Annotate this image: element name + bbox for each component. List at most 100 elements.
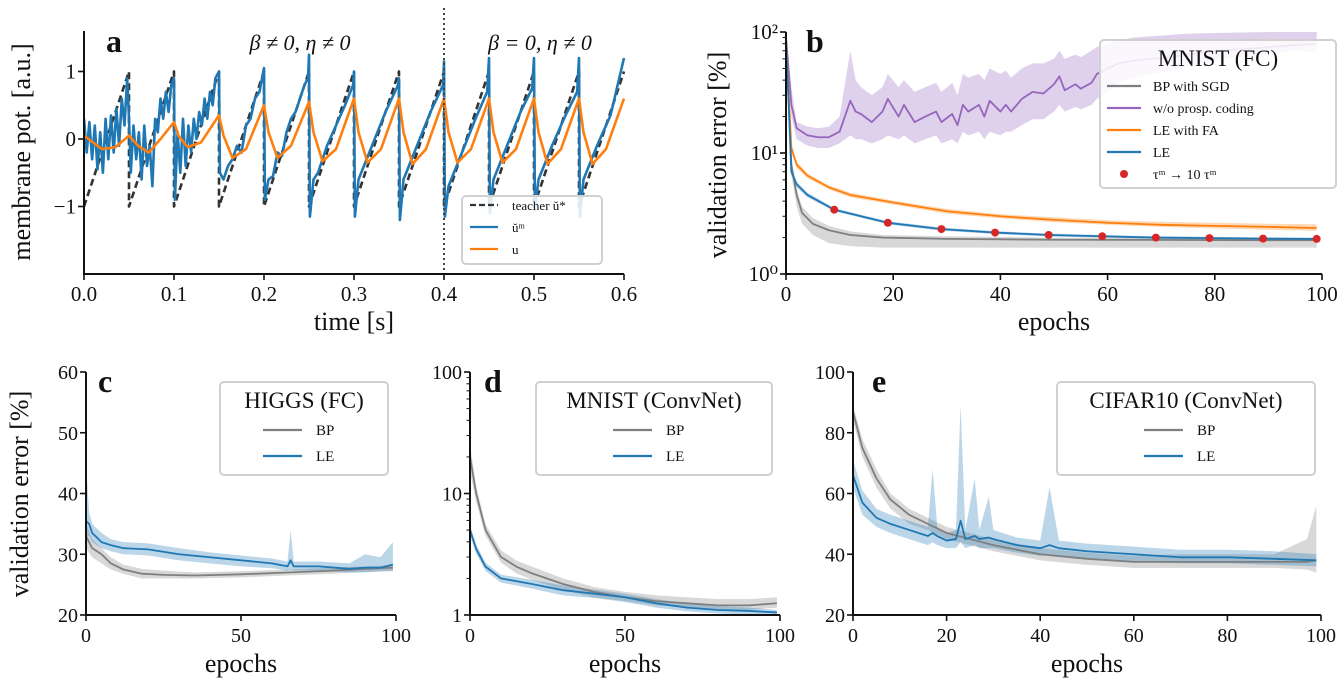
y-tick-label: 10⁰ xyxy=(749,262,778,286)
y-tick-label: 1 xyxy=(452,605,462,627)
legend-entry: BP xyxy=(666,423,684,439)
x-tick-label: 80 xyxy=(1217,625,1237,647)
panel-a: 0.0 0.1 0.2 0.3 0.4 0.5 0.6 1 0 −1 time [s] membran… xyxy=(7,8,637,336)
legend-title: HIGGS (FC) xyxy=(244,388,363,413)
band-e-series-1 xyxy=(853,405,1317,567)
legend-b: MNIST (FC) BP with SGD w/o prosp. coding LE… xyxy=(1099,39,1337,189)
x-tick-label: 100 xyxy=(1306,282,1338,306)
x-tick-label: 0 xyxy=(465,625,475,647)
legend-entry: ŭᵐ xyxy=(512,220,526,235)
legend-d: MNIST (ConvNet) BP LE xyxy=(535,381,773,476)
legend-entry: BP xyxy=(316,423,334,439)
x-tick-label: 40 xyxy=(990,282,1011,306)
legend-box xyxy=(461,195,603,265)
x-tick-label: 0.6 xyxy=(611,282,637,306)
marker-b-point-2 xyxy=(937,225,946,234)
legend-box xyxy=(1056,381,1316,476)
x-axis-label: epochs xyxy=(1018,307,1090,336)
annotation: β ≠ 0, η ≠ 0 xyxy=(248,30,350,55)
panel-b: 0 20 40 60 80 100 10⁰ 10¹ 10² epochs validation er… xyxy=(703,20,1338,336)
line-c-series-1 xyxy=(86,520,394,570)
legend-entry: u xyxy=(512,242,519,257)
x-tick-label: 20 xyxy=(883,282,904,306)
legend-entry: LE with FA xyxy=(1153,124,1220,139)
y-tick-label: 10 xyxy=(442,484,462,506)
panel-letter: a xyxy=(106,23,122,59)
x-tick-label: 20 xyxy=(937,625,957,647)
x-tick-label: 0.3 xyxy=(341,282,367,306)
marker-b-point-3 xyxy=(991,228,1000,237)
x-tick-label: 40 xyxy=(1030,625,1050,647)
x-axis-label: time [s] xyxy=(314,307,394,336)
y-axis-label: validation error [%] xyxy=(703,52,732,258)
y-axis-label: membrane pot. [a.u.] xyxy=(7,43,36,260)
legend-entry: teacher ŭ* xyxy=(512,198,566,213)
line-d-series-0 xyxy=(470,456,777,607)
y-tick-label: 20 xyxy=(58,605,78,627)
legend-entry: BP with SGD xyxy=(1153,80,1230,95)
panel-d: 0 50 100 1 10 100 epochs d MNIST (ConvNet) BP LE xyxy=(432,362,795,678)
legend-e: CIFAR10 (ConvNet) BP LE xyxy=(1056,381,1316,476)
y-axis-label: validation error [%] xyxy=(5,391,34,597)
y-tick-label: 60 xyxy=(58,362,78,384)
x-tick-label: 60 xyxy=(1124,625,1144,647)
y-tick-label: 100 xyxy=(432,362,462,384)
plot-area-e xyxy=(853,405,1317,573)
legend-marker xyxy=(1120,170,1128,178)
x-tick-label: 80 xyxy=(1204,282,1225,306)
x-tick-label: 50 xyxy=(231,625,251,647)
x-tick-label: 0.0 xyxy=(71,282,97,306)
y-tick-label: 50 xyxy=(58,423,78,445)
y-tick-label: 0 xyxy=(66,127,77,151)
marker-b-point-5 xyxy=(1098,232,1107,241)
x-tick-label: 100 xyxy=(765,625,795,647)
legend-entry: τᵐ → 10 τᵐ xyxy=(1153,168,1217,183)
marker-b-point-8 xyxy=(1259,234,1268,243)
x-tick-label: 0.4 xyxy=(431,282,458,306)
marker-b-point-4 xyxy=(1044,231,1053,240)
y-tick-label: 30 xyxy=(58,544,78,566)
legend-entry: LE xyxy=(1153,146,1170,161)
panel-letter: c xyxy=(98,363,112,399)
legend-box xyxy=(1099,39,1337,189)
annotation: β = 0, η ≠ 0 xyxy=(487,30,592,55)
x-tick-label: 100 xyxy=(381,625,411,647)
y-tick-label: 10¹ xyxy=(751,141,778,165)
marker-b-point-1 xyxy=(883,218,892,227)
marker-b-point-9 xyxy=(1312,234,1321,243)
line-e-series-0 xyxy=(853,411,1317,563)
band-e-series-0 xyxy=(853,405,1317,573)
legend-a: teacher ŭ* ŭᵐ u xyxy=(461,195,603,265)
legend-entry: LE xyxy=(316,449,334,465)
plot-area-d xyxy=(470,445,777,615)
x-tick-label: 0 xyxy=(848,625,858,647)
plot-area-a xyxy=(84,53,626,222)
legend-entry: BP xyxy=(1197,423,1215,439)
legend-box xyxy=(219,381,389,476)
panel-c: 0 50 100 20 30 40 50 60 epochs validation error [… xyxy=(5,362,411,678)
y-tick-label: 60 xyxy=(825,484,845,506)
marker-b-point-0 xyxy=(830,205,839,214)
legend-title: MNIST (ConvNet) xyxy=(566,388,741,413)
panel-letter: b xyxy=(806,23,824,59)
x-tick-label: 0 xyxy=(781,282,792,306)
y-tick-label: 20 xyxy=(825,605,845,627)
legend-entry: LE xyxy=(666,449,684,465)
x-axis-label: epochs xyxy=(1051,649,1123,678)
y-tick-label: 40 xyxy=(825,544,845,566)
legend-entry: LE xyxy=(1197,449,1215,465)
line-b-series-0 xyxy=(786,37,1317,242)
x-axis-label: epochs xyxy=(589,649,661,678)
line-b-series-3 xyxy=(786,37,1317,240)
x-tick-label: 100 xyxy=(1306,625,1336,647)
y-tick-label: 1 xyxy=(66,60,77,84)
marker-b-point-6 xyxy=(1151,233,1160,242)
panel-letter: d xyxy=(484,363,502,399)
legend-box xyxy=(535,381,773,476)
line-b-series-2 xyxy=(786,37,1317,229)
legend-c: HIGGS (FC) BP LE xyxy=(219,381,389,476)
x-tick-label: 0.2 xyxy=(251,282,277,306)
line-a-series-2 xyxy=(84,97,626,166)
